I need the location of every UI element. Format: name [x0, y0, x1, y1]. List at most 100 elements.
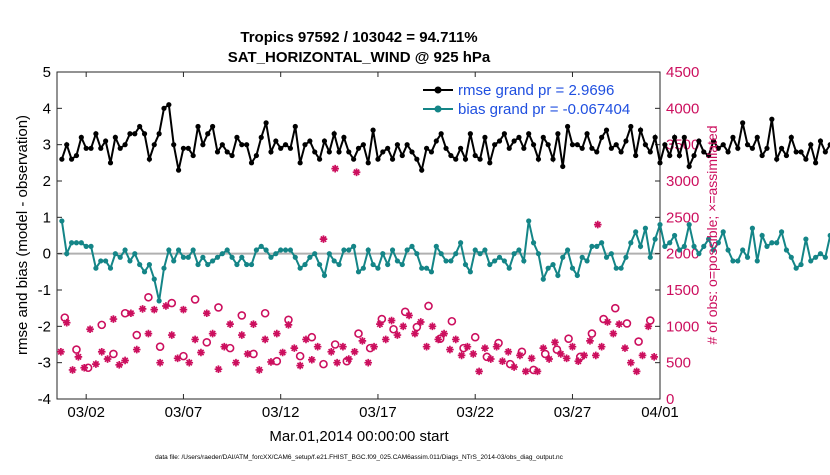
bias-point [662, 243, 668, 249]
obs-assimilated-marker [609, 329, 618, 338]
rmse-point [190, 152, 196, 159]
bias-point [623, 254, 629, 260]
bias-point [239, 254, 245, 260]
bias-point [710, 247, 717, 253]
bias-point [414, 251, 420, 257]
obs-assimilated-marker [650, 353, 658, 361]
rmse-point [297, 160, 303, 166]
obs-assimilated-marker [492, 342, 501, 351]
x-axis-label: Mar.01,2014 00:00:00 start [269, 428, 449, 445]
bias-point [219, 251, 225, 257]
bias-point [423, 265, 430, 271]
rmse-point [472, 152, 478, 159]
bias-point [166, 247, 172, 253]
rmse-point [540, 134, 546, 140]
rmse-point [146, 156, 152, 162]
bias-point [132, 251, 138, 257]
rmse-point [331, 131, 337, 137]
bias-point [370, 261, 376, 268]
bias-point [190, 247, 196, 253]
bias-point [540, 276, 546, 282]
bias-point [151, 276, 157, 282]
rmse-point [822, 149, 828, 155]
bias-point [676, 247, 683, 253]
obs-assimilated-marker [127, 309, 135, 318]
bias-point [744, 254, 751, 260]
obs-assimilated-marker [191, 335, 199, 344]
obs-possible-marker [319, 359, 328, 369]
rmse-point [458, 145, 464, 151]
rmse-point [103, 138, 109, 144]
bias-point [161, 265, 167, 271]
bias-point [185, 254, 191, 260]
rmse-point [64, 142, 70, 148]
rmse-point [749, 145, 755, 151]
rmse-point [565, 123, 571, 130]
x-tick-label: 04/01 [641, 404, 679, 421]
obs-possible-marker [260, 308, 270, 318]
obs-assimilated-marker [574, 357, 583, 366]
rmse-point [535, 156, 542, 162]
bias-point [472, 247, 478, 253]
bias-point [98, 258, 104, 264]
obs-possible-marker [610, 303, 620, 313]
obs-possible-marker [72, 345, 81, 354]
rmse-point [141, 131, 148, 137]
bias-point [68, 240, 75, 246]
rmse-point [282, 142, 289, 148]
bias-point [725, 247, 731, 253]
rmse-point [292, 123, 298, 130]
rmse-point [530, 142, 537, 148]
rmse-point [516, 134, 522, 140]
rmse-point [637, 127, 644, 133]
rmse-point [492, 142, 498, 148]
bias-point [691, 243, 697, 249]
rmse-point [477, 156, 483, 162]
rmse-point [769, 116, 775, 122]
rmse-point [321, 138, 328, 144]
rmse-point [759, 152, 765, 159]
bias-point [783, 247, 790, 253]
rmse-point [701, 149, 707, 155]
obs-assimilated-marker [364, 358, 373, 367]
rmse-point [681, 134, 687, 140]
bias-point [822, 254, 828, 260]
y-right-tick-label: 4500 [666, 64, 699, 81]
obs-possible-marker [622, 319, 632, 328]
obs-assimilated-marker [202, 309, 211, 318]
bias-point [754, 258, 760, 264]
obs-assimilated-marker [237, 331, 246, 339]
obs-assimilated-marker [428, 322, 437, 331]
obs-assimilated-marker [586, 337, 594, 345]
bias-point [613, 265, 619, 271]
obs-possible-marker [109, 349, 118, 359]
rmse-point [725, 149, 731, 155]
bias-point [803, 236, 809, 242]
bias-point [740, 247, 746, 253]
bias-point [492, 258, 498, 264]
bias-point [316, 261, 323, 268]
obs-assimilated-marker [498, 357, 507, 366]
rmse-point [667, 152, 673, 159]
rmse-point [336, 149, 342, 155]
bias-point [117, 254, 123, 260]
rmse-point [239, 142, 245, 148]
bias-point [560, 254, 566, 260]
bias-point [326, 251, 332, 257]
rmse-point [550, 156, 556, 162]
rmse-point [545, 142, 551, 148]
obs-assimilated-marker [284, 321, 293, 329]
rmse-point [73, 152, 80, 159]
rmse-point [365, 160, 371, 166]
bias-point [346, 247, 352, 253]
rmse-point [613, 142, 619, 148]
bias-point [594, 243, 600, 249]
rmse-point [754, 134, 760, 140]
obs-assimilated-marker [226, 320, 234, 328]
rmse-point [715, 145, 721, 151]
rmse-point [662, 142, 668, 148]
rmse-point [351, 156, 357, 162]
obs-assimilated-marker [220, 342, 229, 351]
obs-possible-marker [470, 332, 480, 342]
bias-point [229, 254, 235, 260]
